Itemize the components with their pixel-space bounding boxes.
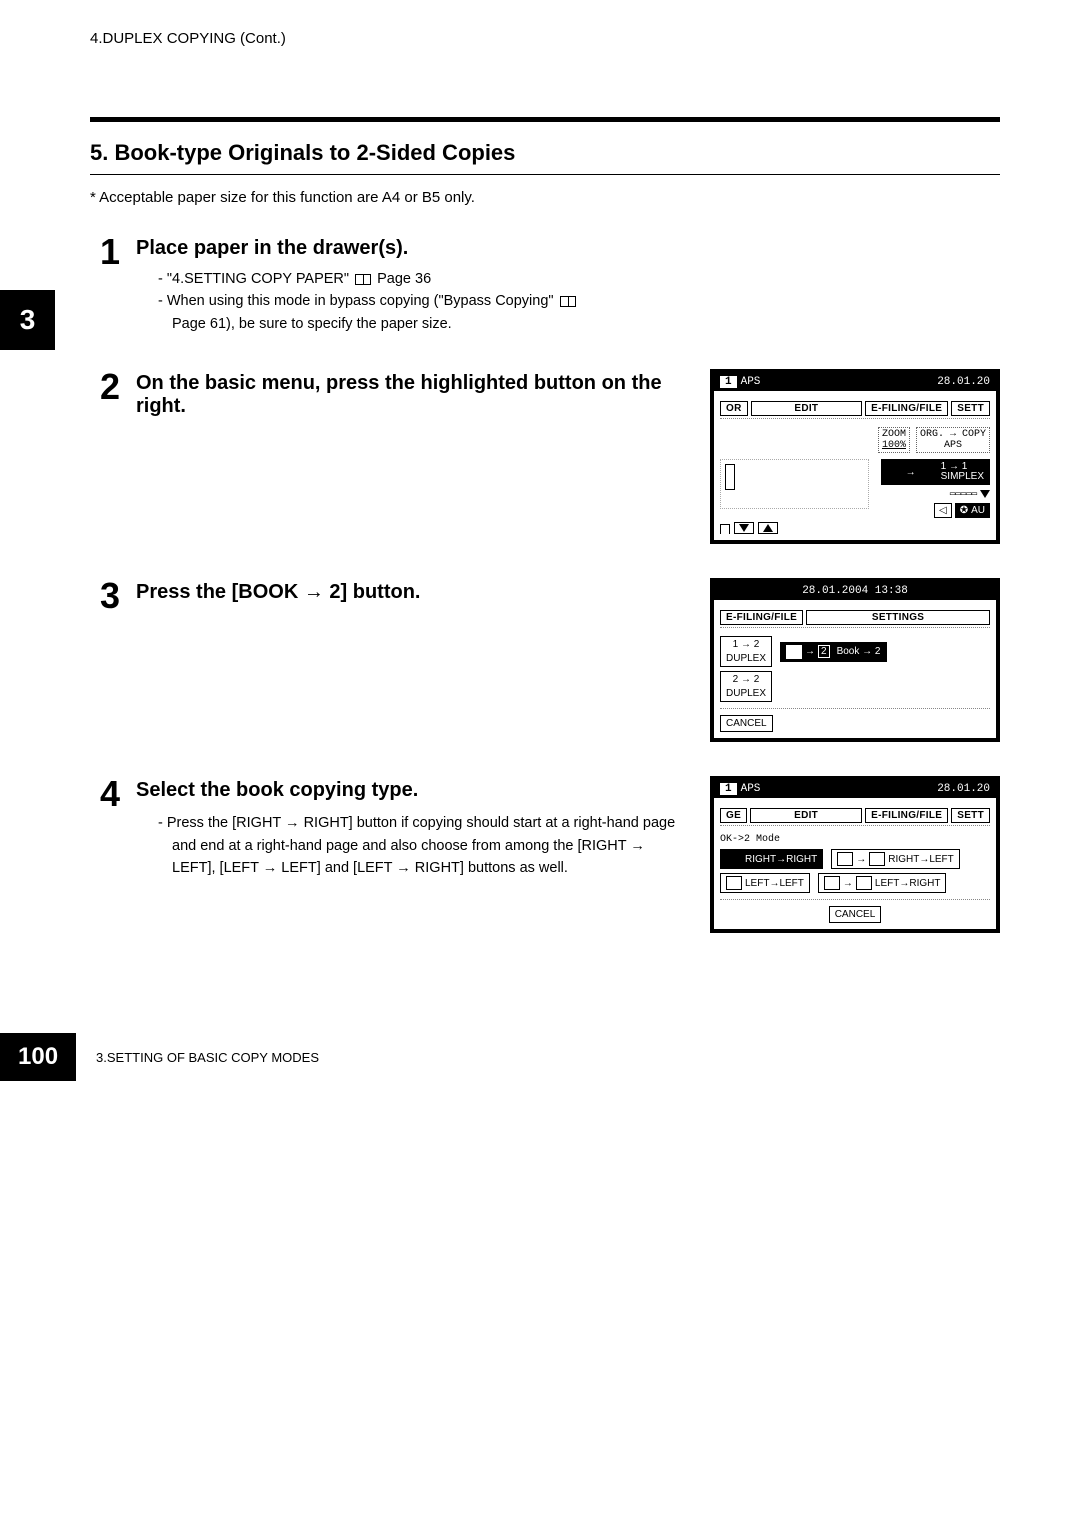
ss2-book-2-highlighted: →2 Book → 2 xyxy=(780,642,886,662)
step-4-title: Select the book copying type. xyxy=(136,779,690,802)
page-icon xyxy=(919,465,935,479)
book-icon xyxy=(856,876,872,890)
ss1-tab-efiling: E-FILING/FILE xyxy=(865,401,948,416)
step-3-title-b: 2] button. xyxy=(324,581,421,603)
step-1-sub-b-cont: Page 61), be sure to specify the paper s… xyxy=(172,316,452,332)
ss2-datetime: 28.01.2004 13:38 xyxy=(802,585,908,597)
step-4-number: 4 xyxy=(100,776,136,879)
ss1-aps2: APS xyxy=(920,440,986,451)
step-3-number: 3 xyxy=(100,578,136,614)
book-icon xyxy=(726,852,742,866)
ss1-simplex-highlighted: → 1 → 1 SIMPLEX xyxy=(881,459,990,485)
ss2-duplex-12: 1 → 2 DUPLEX xyxy=(720,636,772,667)
ss1-date: 28.01.20 xyxy=(937,376,990,388)
ss3-left-right: →LEFT→RIGHT xyxy=(818,873,947,893)
ss1-tab-edit: EDIT xyxy=(751,401,863,416)
ss1-simplex-label: SIMPLEX xyxy=(941,471,984,482)
ss3-left-left: LEFT→LEFT xyxy=(720,873,810,893)
ss2-12-top: 1 → 2 xyxy=(733,639,760,650)
step-3-title-a: Press the [BOOK xyxy=(136,581,304,603)
book-icon xyxy=(560,296,576,307)
ss2-book-label: Book → 2 xyxy=(837,646,881,657)
tray-icon xyxy=(720,524,730,534)
ss1-zoom-label: ZOOM xyxy=(882,429,906,440)
page-footer: 100 3.SETTING OF BASIC COPY MODES xyxy=(0,1033,1000,1081)
ss3-cancel: CANCEL xyxy=(829,906,882,923)
step-4-row: 4 Select the book copying type. - Press … xyxy=(100,776,1000,933)
chapter-side-tab: 3 xyxy=(0,290,55,350)
ss2-tab-settings: SETTINGS xyxy=(806,610,990,625)
ss1-org-label: ORG. → COPY xyxy=(920,429,986,440)
step-3-row: 3 Press the [BOOK → 2] button. 28.01.200… xyxy=(100,578,1000,742)
ss3-counter: 1 xyxy=(720,783,737,795)
ss3-date: 28.01.20 xyxy=(937,783,990,795)
page-icon xyxy=(887,465,903,479)
step-1-sub-a: - "4.SETTING COPY PAPER" Page 36 xyxy=(158,268,1000,290)
book-icon xyxy=(726,876,742,890)
book-icon xyxy=(837,852,853,866)
rule-thick xyxy=(90,117,1000,122)
ss1-tab-or: OR xyxy=(720,401,748,416)
step-1-sub-b: - When using this mode in bypass copying… xyxy=(158,290,1000,335)
triangle-down-icon xyxy=(980,490,990,498)
ss1-orgcopy: ORG. → COPY APS xyxy=(916,427,990,453)
book-icon xyxy=(355,274,371,285)
ss1-aps: APS xyxy=(741,376,761,388)
ss1-btn-au: ✪AU xyxy=(955,503,990,518)
ss2-cancel: CANCEL xyxy=(720,715,773,732)
acceptable-paper-note: * Acceptable paper size for this functio… xyxy=(90,189,1000,206)
ss3-right-left: →RIGHT→LEFT xyxy=(831,849,960,869)
ss2-22-bot: DUPLEX xyxy=(726,688,766,699)
footer-chapter: 3.SETTING OF BASIC COPY MODES xyxy=(96,1050,319,1065)
screenshot-book-type: 1 APS 28.01.20 GE EDIT E-FILING/FILE SETT… xyxy=(710,776,1000,933)
step-1-number: 1 xyxy=(100,234,136,335)
step-2-number: 2 xyxy=(100,369,136,418)
ss1-zoom: ZOOM 100% xyxy=(878,427,910,453)
ss2-tab-efiling: E-FILING/FILE xyxy=(720,610,803,625)
ss1-btn-q: ◁ xyxy=(934,503,952,518)
step-2-row: 2 On the basic menu, press the highlight… xyxy=(100,369,1000,544)
book-icon xyxy=(869,852,885,866)
step-1-sub-a-text: - "4.SETTING COPY PAPER" xyxy=(158,271,349,287)
section-title: 5. Book-type Originals to 2-Sided Copies xyxy=(90,140,1000,166)
ss2-22-top: 2 → 2 xyxy=(733,674,760,685)
ss3-tab-efiling: E-FILING/FILE xyxy=(865,808,948,823)
ss1-zoom-val: 100% xyxy=(882,440,906,451)
rule-thin xyxy=(90,174,1000,175)
step-1: 1 Place paper in the drawer(s). - "4.SET… xyxy=(100,234,1000,335)
ss3-aps: APS xyxy=(741,783,761,795)
book-icon xyxy=(824,876,840,890)
ss2-duplex-22: 2 → 2 DUPLEX xyxy=(720,671,772,702)
ss1-tab-sett: SETT xyxy=(951,401,990,416)
ss3-mode: OK->2 Mode xyxy=(720,834,990,845)
ss3-right-right: RIGHT→RIGHT xyxy=(720,849,823,869)
page-number: 100 xyxy=(0,1033,76,1081)
ss3-tab-sett: SETT xyxy=(951,808,990,823)
ss1-up-button xyxy=(758,522,778,534)
ss3-tab-ge: GE xyxy=(720,808,747,823)
triangle-down-icon xyxy=(739,524,749,532)
ss1-counter: 1 xyxy=(720,376,737,388)
step-4-desc: - Press the [RIGHT → RIGHT] button if co… xyxy=(158,812,690,879)
step-1-sub-b-text: - When using this mode in bypass copying… xyxy=(158,293,554,309)
ss3-tab-edit: EDIT xyxy=(750,808,862,823)
step-3-title: Press the [BOOK → 2] button. xyxy=(136,581,690,604)
ss1-down-button xyxy=(734,522,754,534)
step-1-sub-a-page: Page 36 xyxy=(377,271,431,287)
header-breadcrumb: 4.DUPLEX COPYING (Cont.) xyxy=(90,30,1000,47)
screenshot-book-menu: 28.01.2004 13:38 E-FILING/FILE SETTINGS … xyxy=(710,578,1000,742)
step-2-title: On the basic menu, press the highlighted… xyxy=(136,372,690,418)
step-1-title: Place paper in the drawer(s). xyxy=(136,237,1000,260)
book-pages-icon xyxy=(786,645,802,659)
triangle-up-icon xyxy=(763,524,773,532)
ss2-12-bot: DUPLEX xyxy=(726,653,766,664)
screenshot-basic-menu: 1 APS 28.01.20 OR EDIT E-FILING/FILE SETT… xyxy=(710,369,1000,544)
paper-tray-icon xyxy=(725,464,735,490)
